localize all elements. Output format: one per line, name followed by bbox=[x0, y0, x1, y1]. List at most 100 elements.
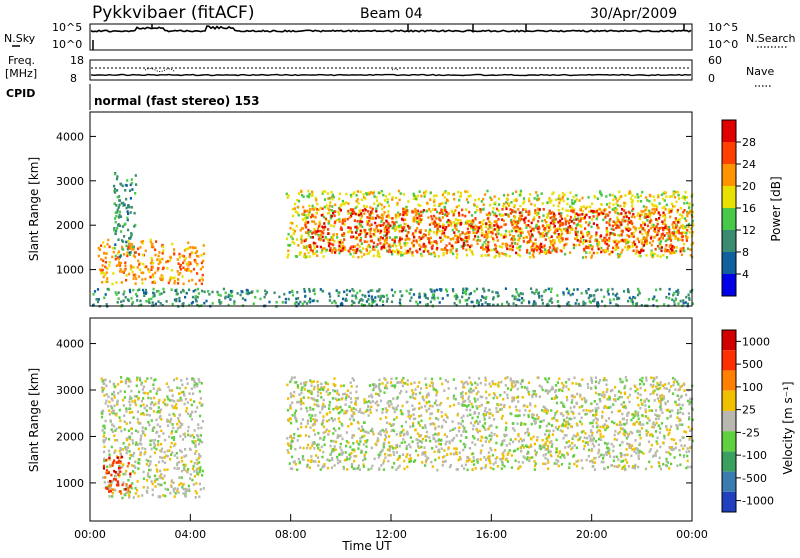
heatmap-cell bbox=[606, 406, 608, 409]
heatmap-cell bbox=[488, 212, 490, 215]
heatmap-cell bbox=[373, 202, 375, 205]
heatmap-cell bbox=[169, 259, 171, 262]
heatmap-cell bbox=[666, 228, 668, 231]
heatmap-cell bbox=[159, 261, 161, 264]
heatmap-cell bbox=[392, 245, 394, 248]
heatmap-cell bbox=[102, 425, 104, 428]
heatmap-cell bbox=[109, 413, 111, 416]
heatmap-cell bbox=[400, 246, 402, 249]
heatmap-cell bbox=[183, 259, 185, 262]
heatmap-cell bbox=[569, 219, 571, 222]
heatmap-cell bbox=[466, 232, 468, 235]
heatmap-cell bbox=[179, 266, 181, 269]
heatmap-cell bbox=[168, 436, 170, 439]
heatmap-cell bbox=[115, 215, 117, 218]
heatmap-cell bbox=[581, 292, 583, 295]
heatmap-cell bbox=[382, 408, 384, 411]
heatmap-cell bbox=[120, 183, 122, 186]
heatmap-cell bbox=[388, 245, 390, 248]
heatmap-cell bbox=[115, 230, 117, 233]
heatmap-cell bbox=[340, 443, 342, 446]
heatmap-cell bbox=[506, 301, 508, 304]
heatmap-cell bbox=[173, 276, 175, 279]
heatmap-cell bbox=[304, 253, 306, 256]
heatmap-cell bbox=[178, 262, 180, 265]
heatmap-cell bbox=[118, 291, 120, 294]
heatmap-cell bbox=[156, 470, 158, 473]
heatmap-cell bbox=[144, 451, 146, 454]
heatmap-cell bbox=[609, 202, 611, 205]
heatmap-cell bbox=[553, 204, 555, 207]
heatmap-cell bbox=[515, 252, 517, 255]
heatmap-cell bbox=[328, 407, 330, 410]
power-data bbox=[92, 172, 694, 308]
heatmap-cell bbox=[196, 255, 198, 258]
heatmap-cell bbox=[362, 294, 364, 297]
heatmap-cell bbox=[354, 294, 356, 297]
heatmap-cell bbox=[559, 198, 561, 201]
heatmap-cell bbox=[686, 202, 688, 205]
heatmap-cell bbox=[454, 224, 456, 227]
heatmap-cell bbox=[672, 392, 674, 395]
heatmap-cell bbox=[541, 220, 543, 223]
heatmap-cell bbox=[157, 483, 159, 486]
heatmap-cell bbox=[442, 227, 444, 230]
heatmap-cell bbox=[367, 223, 369, 226]
heatmap-cell bbox=[130, 232, 132, 235]
heatmap-cell bbox=[684, 217, 686, 220]
heatmap-cell bbox=[481, 436, 483, 439]
heatmap-cell bbox=[661, 221, 663, 224]
heatmap-cell bbox=[592, 461, 594, 464]
heatmap-cell bbox=[483, 219, 485, 222]
heatmap-cell bbox=[264, 296, 266, 299]
heatmap-cell bbox=[614, 195, 616, 198]
heatmap-cell bbox=[136, 379, 138, 382]
heatmap-cell bbox=[582, 242, 584, 245]
heatmap-cell bbox=[480, 246, 482, 249]
heatmap-cell bbox=[195, 411, 197, 414]
heatmap-cell bbox=[503, 203, 505, 206]
heatmap-cell bbox=[481, 234, 483, 237]
heatmap-cell bbox=[121, 497, 123, 500]
heatmap-cell bbox=[686, 212, 688, 215]
heatmap-cell bbox=[515, 288, 517, 291]
heatmap-cell bbox=[105, 437, 107, 440]
heatmap-cell bbox=[624, 194, 626, 197]
heatmap-cell bbox=[538, 231, 540, 234]
heatmap-cell bbox=[346, 294, 348, 297]
heatmap-cell bbox=[144, 434, 146, 437]
heatmap-cell bbox=[157, 267, 159, 270]
heatmap-cell bbox=[480, 299, 482, 302]
heatmap-cell bbox=[393, 430, 395, 433]
heatmap-cell bbox=[645, 196, 647, 199]
heatmap-cell bbox=[99, 268, 101, 271]
heatmap-cell bbox=[136, 299, 138, 302]
heatmap-cell bbox=[193, 400, 195, 403]
heatmap-cell bbox=[513, 199, 515, 202]
heatmap-cell bbox=[683, 250, 685, 253]
heatmap-cell bbox=[411, 211, 413, 214]
heatmap-cell bbox=[347, 210, 349, 213]
heatmap-cell bbox=[611, 251, 613, 254]
heatmap-cell bbox=[166, 468, 168, 471]
heatmap-cell bbox=[627, 290, 629, 293]
heatmap-cell bbox=[456, 295, 458, 298]
heatmap-cell bbox=[131, 178, 133, 181]
heatmap-cell bbox=[198, 461, 200, 464]
heatmap-cell bbox=[396, 381, 398, 384]
heatmap-cell bbox=[680, 407, 682, 410]
heatmap-cell bbox=[664, 247, 666, 250]
heatmap-cell bbox=[106, 393, 108, 396]
heatmap-cell bbox=[512, 192, 514, 195]
heatmap-cell bbox=[359, 245, 361, 248]
heatmap-cell bbox=[124, 189, 126, 192]
heatmap-cell bbox=[444, 235, 446, 238]
heatmap-cell bbox=[524, 386, 526, 389]
heatmap-cell bbox=[132, 271, 134, 274]
heatmap-cell bbox=[552, 433, 554, 436]
heatmap-cell bbox=[573, 196, 575, 199]
heatmap-cell bbox=[652, 240, 654, 243]
heatmap-cell bbox=[151, 439, 153, 442]
heatmap-cell bbox=[368, 295, 370, 298]
heatmap-cell bbox=[672, 377, 674, 380]
